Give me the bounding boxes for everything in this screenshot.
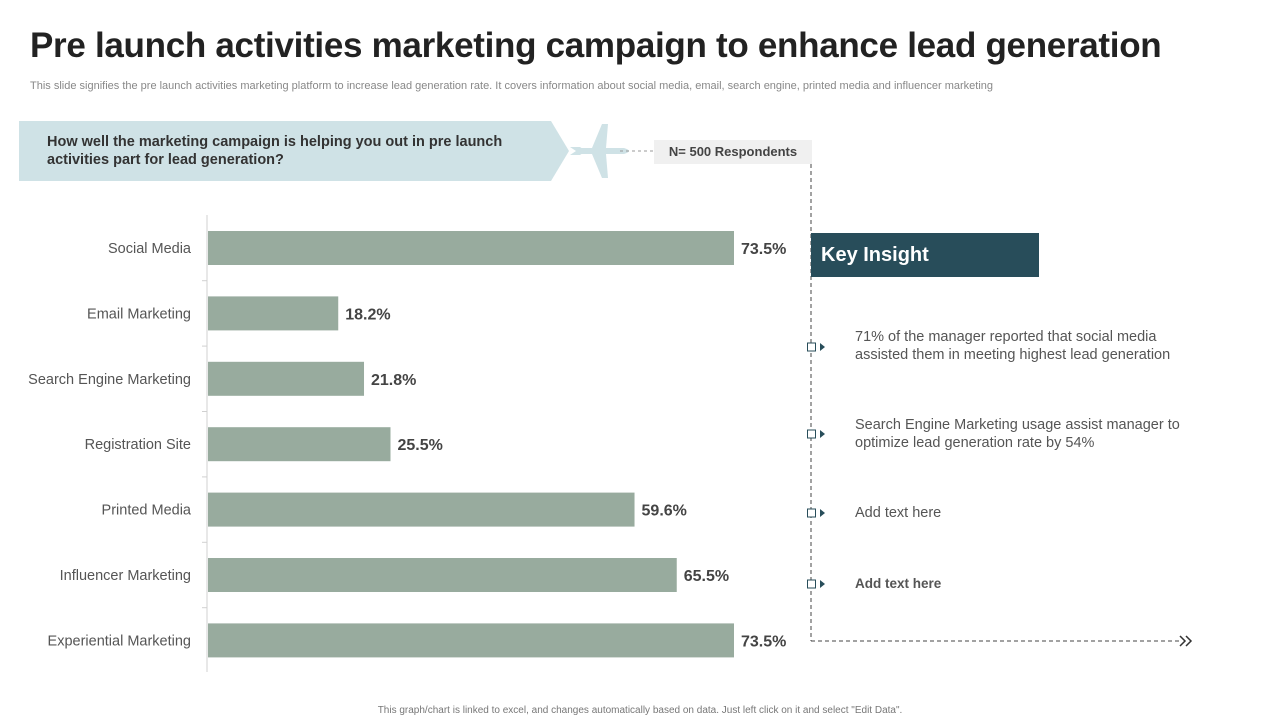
question-banner [19,121,569,181]
bullet-marker-icon [807,429,825,439]
bar-experiential-marketing [208,623,734,658]
bar-registration-site [208,427,391,462]
value-label: 18.2% [345,306,390,323]
footer-note: This graph/chart is linked to excel, and… [377,705,903,716]
insight-item: Add text here [855,505,942,521]
bar-printed-media [208,492,635,527]
bullet-marker-icon [807,579,825,589]
category-label: Search Engine Marketing [28,372,191,388]
bar-influencer-marketing [208,558,677,592]
key-insight-header: Key Insight [811,233,1039,277]
bar-email-marketing [208,296,339,331]
category-label: Registration Site [85,437,191,453]
page-title: Pre launch activities marketing campaign… [30,26,1162,65]
question-text: How well the marketing campaign is helpi… [47,134,503,168]
double-chevron-icon [1179,635,1187,647]
insight-item: 71% of the manager reported that social … [855,329,1171,363]
bullet-marker-icon [807,508,825,518]
value-label: 25.5% [397,437,442,454]
category-label: Email Marketing [87,306,191,322]
question-banner-shape [19,121,569,181]
category-label: Social Media [108,241,192,257]
airplane-icon [570,124,629,178]
page-subtitle: This slide signifies the pre launch acti… [30,80,993,92]
category-label: Influencer Marketing [60,568,191,584]
bar-search-engine-marketing [208,361,365,396]
respondents-badge: N= 500 Respondents [654,140,812,164]
insight-item: Add text here [855,576,942,591]
value-label: 65.5% [684,568,729,585]
insight-item: Search Engine Marketing usage assist man… [855,417,1180,451]
category-label: Experiential Marketing [48,633,191,649]
value-label: 59.6% [642,503,687,520]
value-label: 21.8% [371,372,416,389]
value-label: 73.5% [741,633,786,650]
category-label: Printed Media [102,503,192,519]
bar-chart: Social Media 73.5% Email Marketing 18.2% Sea… [28,215,786,672]
bar-social-media [208,231,734,265]
bullet-marker-icon [807,342,825,352]
value-label: 73.5% [741,241,786,258]
